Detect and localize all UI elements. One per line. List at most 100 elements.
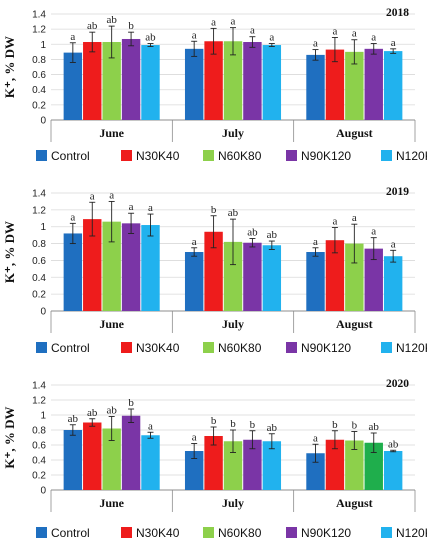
legend-swatch [381,150,392,161]
bar [243,439,262,490]
y-tick-label: 1.4 [32,189,46,200]
y-tick-label: 0.8 [32,239,46,250]
y-tick-label: 0 [40,307,46,318]
legend-label: N30K40 [136,341,180,355]
bar [204,41,223,120]
y-tick-label: 1 [40,40,46,51]
legend-label: Control [51,526,90,540]
legend-swatch [36,342,47,353]
x-tick-label: June [99,126,124,140]
significance-label: a [148,420,153,432]
significance-label: b [211,415,217,427]
legend-swatch [203,342,214,353]
legend-label: N60K80 [218,526,262,540]
y-axis-label: K⁺, % DW [2,221,17,283]
y-axis-label: K⁺, % DW [2,406,17,468]
significance-label: a [109,189,114,201]
legend-label: N60K80 [218,341,262,355]
y-tick-label: 1 [40,222,46,233]
significance-label: a [129,201,134,213]
bar [364,442,383,490]
significance-label: a [313,38,318,50]
bar [325,240,345,311]
y-axis-label: K⁺, % DW [2,36,17,98]
significance-label: b [250,419,256,431]
bar [141,435,160,490]
x-tick-label: June [99,496,124,510]
significance-label: a [352,212,357,224]
y-tick-label: 1.2 [32,396,46,407]
y-tick-label: 0.2 [32,471,46,482]
x-tick-label: July [222,496,244,510]
significance-label: a [70,31,75,43]
bar [184,48,204,121]
bar [63,233,83,311]
significance-label: a [332,25,337,37]
bar [345,243,364,311]
chart-title: 2019 [386,186,409,198]
x-tick-label: July [222,317,244,331]
bar [141,45,160,120]
legend-swatch [121,527,132,538]
significance-label: a [70,211,75,223]
y-tick-label: 1.2 [32,25,46,36]
y-tick-label: 0.4 [32,456,46,467]
bar [325,49,345,121]
y-tick-label: 0.2 [32,290,46,301]
significance-label: ab [87,407,98,419]
y-tick-label: 0.8 [32,426,46,437]
y-tick-label: 1.4 [32,381,46,392]
significance-label: a [391,238,396,250]
y-tick-label: 0 [40,116,46,127]
bar [306,252,325,311]
y-tick-label: 1.4 [32,10,46,21]
significance-label: ab [68,413,79,425]
significance-label: a [192,236,197,248]
bar [102,42,121,121]
bar [325,439,345,490]
legend-label: N30K40 [136,526,180,540]
bar [63,52,83,120]
legend-label: Control [51,341,90,355]
bar [121,38,141,120]
significance-label: b [128,20,134,32]
significance-label: a [352,28,357,40]
y-tick-label: 0.6 [32,70,46,81]
significance-label: a [192,29,197,41]
x-tick-label: July [222,126,244,140]
x-tick-label: August [336,126,373,140]
significance-label: a [371,226,376,238]
significance-label: ab [106,405,117,417]
significance-label: b [230,418,236,430]
legend-swatch [203,527,214,538]
legend-label: N90K120 [301,149,351,163]
bar [223,441,243,490]
bar [306,453,325,490]
y-tick-label: 0.6 [32,256,46,267]
bar [243,242,262,311]
bar [204,231,223,311]
legend-label: Control [51,149,90,163]
y-tick-label: 0.6 [32,441,46,452]
bar [383,256,403,311]
bar [262,441,282,490]
y-tick-label: 0.4 [32,273,46,284]
bar [121,223,141,311]
significance-label: b [128,397,134,409]
significance-label: ab [228,207,239,219]
significance-label: ab [267,422,278,434]
legend-label: N120K160 [396,149,427,163]
legend-swatch [36,527,47,538]
legend-swatch [286,150,297,161]
legend-label: N90K120 [301,341,351,355]
y-tick-label: 0.4 [32,85,46,96]
significance-label: b [332,419,338,431]
significance-label: a [192,432,197,444]
y-tick-label: 0.2 [32,100,46,111]
significance-label: ab [247,227,258,239]
legend-swatch [381,527,392,538]
y-tick-label: 0 [40,486,46,497]
significance-label: ab [106,14,117,26]
